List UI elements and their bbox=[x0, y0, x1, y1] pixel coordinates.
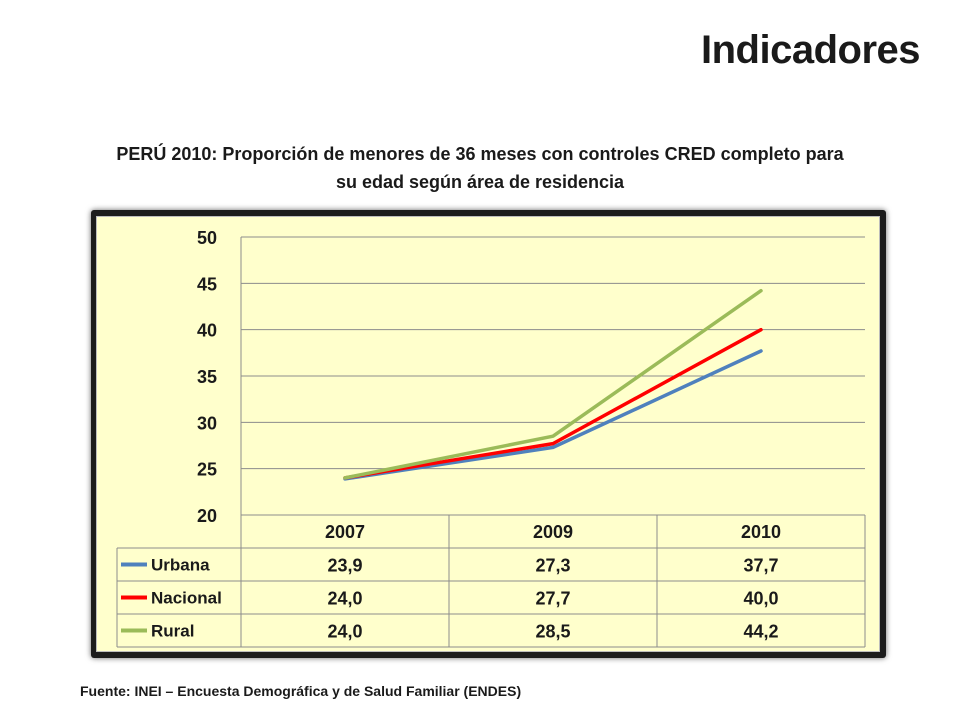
y-tick-label: 40 bbox=[197, 321, 217, 341]
chart-title-line-1: PERÚ 2010: Proporción de menores de 36 m… bbox=[116, 144, 844, 164]
data-table-value: 24,0 bbox=[327, 589, 362, 609]
chart-title-line-2: su edad según área de residencia bbox=[335, 172, 625, 192]
y-tick-label: 20 bbox=[197, 506, 217, 526]
y-tick-label: 30 bbox=[197, 413, 217, 433]
data-table-value: 27,3 bbox=[535, 556, 570, 576]
data-table-value: 40,0 bbox=[743, 589, 778, 609]
chart-title: PERÚ 2010: Proporción de menores de 36 m… bbox=[40, 140, 920, 196]
data-table-value: 23,9 bbox=[327, 556, 362, 576]
series-line bbox=[343, 288, 763, 480]
page-heading: Indicadores bbox=[700, 28, 921, 72]
data-table-value: 44,2 bbox=[743, 622, 778, 642]
chart-panel: 20 25 30 35 40 45 50 2007 2009 2010 Urbana 23,9 27,3… bbox=[96, 216, 880, 652]
y-tick-label: 50 bbox=[197, 228, 217, 248]
y-tick-label: 25 bbox=[197, 460, 217, 480]
y-tick-label: 45 bbox=[197, 274, 217, 294]
data-table-value: 27,7 bbox=[535, 589, 570, 609]
x-category-label: 2007 bbox=[325, 522, 365, 542]
x-category-label: 2009 bbox=[533, 522, 573, 542]
series-line bbox=[343, 327, 763, 480]
line-chart: 20 25 30 35 40 45 50 2007 2009 2010 Urbana 23,9 27,3… bbox=[116, 228, 866, 648]
series-line bbox=[343, 349, 763, 481]
x-category-label: 2010 bbox=[741, 522, 781, 542]
legend-label: Rural bbox=[151, 622, 194, 641]
legend-label: Nacional bbox=[151, 589, 222, 608]
data-table-value: 37,7 bbox=[743, 556, 778, 576]
y-tick-label: 35 bbox=[197, 367, 217, 387]
source-note: Fuente: INEI – Encuesta Demográfica y de… bbox=[80, 683, 522, 699]
legend-label: Urbana bbox=[151, 556, 210, 575]
data-table-value: 24,0 bbox=[327, 622, 362, 642]
data-table-value: 28,5 bbox=[535, 622, 570, 642]
